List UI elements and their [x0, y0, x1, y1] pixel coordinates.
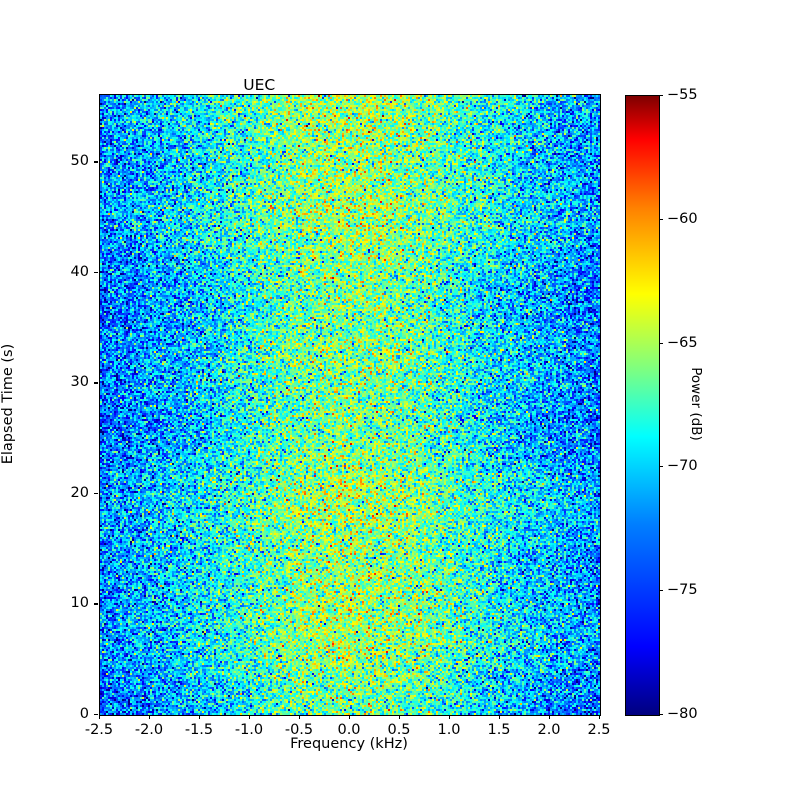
x-tick — [549, 715, 551, 720]
colorbar — [625, 95, 660, 716]
colorbar-tick-label: −80 — [667, 706, 698, 722]
x-tick-label: -0.5 — [284, 722, 314, 738]
x-tick — [399, 715, 401, 720]
colorbar-tick-label: −75 — [667, 582, 698, 599]
x-tick-label: 1.0 — [437, 722, 461, 738]
y-tick — [93, 714, 98, 716]
x-tick-label: 0.0 — [337, 722, 361, 738]
spectrogram-axes — [99, 94, 601, 716]
y-axis-label: Elapsed Time (s) — [0, 343, 16, 465]
colorbar-tick — [659, 714, 664, 716]
y-tick-label: 30 — [70, 374, 89, 391]
colorbar-tick-label: −70 — [667, 458, 698, 475]
y-tick — [93, 271, 98, 274]
x-tick — [249, 715, 251, 720]
colorbar-tick — [659, 218, 664, 220]
x-axis-label: Frequency (kHz) — [290, 736, 408, 752]
y-tick-label: 10 — [70, 595, 89, 612]
colorbar-tick — [659, 590, 664, 592]
x-tick-label: -2.0 — [134, 722, 164, 738]
x-tick-label: -1.0 — [234, 722, 264, 738]
x-tick-label: 2.5 — [587, 722, 611, 738]
x-tick-label: -2.5 — [84, 722, 114, 738]
colorbar-tick-label: −55 — [667, 87, 698, 103]
colorbar-label: Power (dB) — [688, 367, 704, 441]
x-tick — [99, 715, 101, 720]
y-tick — [93, 161, 98, 163]
x-tick-label: 0.5 — [387, 722, 411, 738]
x-tick — [299, 715, 301, 720]
y-tick-label: 50 — [70, 153, 89, 170]
x-tick — [599, 715, 601, 720]
x-tick — [349, 715, 351, 720]
colorbar-tick-label: −60 — [667, 210, 698, 227]
x-tick-label: 2.0 — [537, 722, 561, 738]
x-tick-label: -1.5 — [184, 722, 214, 738]
y-tick-label: 20 — [70, 484, 89, 501]
y-tick — [93, 492, 98, 495]
colorbar-tick — [659, 466, 664, 468]
y-tick — [93, 382, 98, 384]
spectrogram-image — [100, 95, 600, 715]
x-tick — [199, 715, 201, 720]
x-tick — [149, 715, 151, 720]
colorbar-tick-label: −65 — [667, 334, 698, 351]
y-tick-label: 0 — [79, 706, 89, 722]
colorbar-tick — [659, 342, 664, 344]
y-tick — [93, 603, 98, 605]
y-tick-label: 40 — [70, 263, 89, 280]
title-line-station: UEC — [243, 76, 276, 95]
x-tick — [499, 715, 501, 720]
x-tick-label: 1.5 — [487, 722, 511, 738]
colorbar-tick — [659, 95, 664, 97]
x-tick — [449, 715, 451, 720]
